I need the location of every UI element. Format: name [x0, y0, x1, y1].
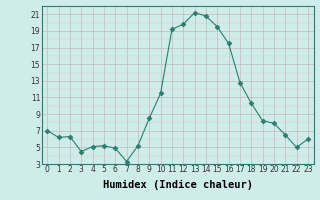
X-axis label: Humidex (Indice chaleur): Humidex (Indice chaleur)	[103, 180, 252, 190]
